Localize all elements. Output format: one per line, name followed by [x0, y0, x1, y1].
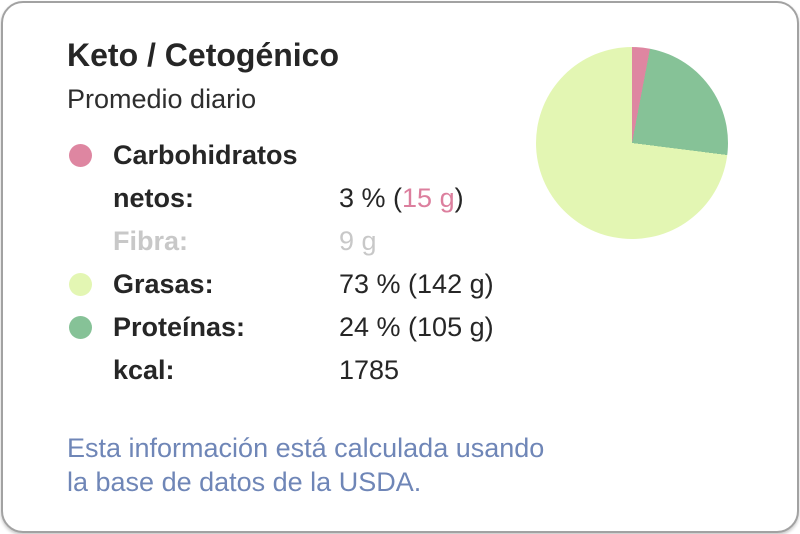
- page-title: Keto / Cetogénico: [67, 37, 340, 73]
- kcal-label: kcal:: [113, 355, 175, 385]
- carbs-value-post: ): [454, 183, 464, 213]
- nutrient-row-fat: Grasas: 73 % (142 g): [67, 263, 547, 306]
- protein-value: 24 % (105 g): [339, 312, 494, 342]
- fiber-value: 9 g: [339, 226, 377, 256]
- protein-legend-dot-icon: [69, 316, 92, 339]
- fat-label: Grasas:: [113, 269, 214, 299]
- kcal-value: 1785: [339, 355, 400, 385]
- disclaimer-text: Esta información está calculada usando l…: [67, 433, 545, 497]
- macro-pie-chart: [536, 47, 728, 239]
- nutrient-list: Carbohidratos netos: 3 % (15 g) Fibra: 9…: [67, 134, 547, 392]
- fat-legend-dot-icon: [69, 273, 92, 296]
- fiber-label: Fibra:: [113, 226, 189, 256]
- carbs-value-pre: 3 % (: [339, 183, 403, 213]
- nutrient-row-carbs: Carbohidratos netos: 3 % (15 g): [67, 134, 547, 220]
- nutrient-row-kcal: kcal: 1785: [67, 349, 547, 392]
- carbs-value: 3 % (15 g): [339, 177, 547, 220]
- subtitle: Promedio diario: [67, 84, 257, 114]
- carbs-label: Carbohidratos netos:: [113, 140, 298, 213]
- nutrient-row-protein: Proteínas: 24 % (105 g): [67, 306, 547, 349]
- protein-label: Proteínas:: [113, 312, 246, 342]
- nutrient-row-fiber: Fibra: 9 g: [67, 220, 547, 263]
- carbs-value-accent: 15 g: [402, 183, 455, 213]
- fat-value: 73 % (142 g): [339, 269, 494, 299]
- carbs-legend-dot-icon: [69, 144, 92, 167]
